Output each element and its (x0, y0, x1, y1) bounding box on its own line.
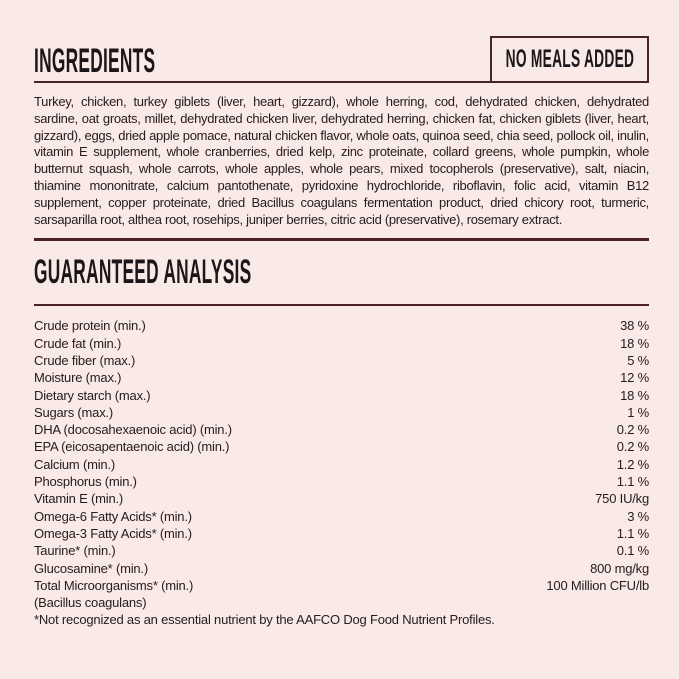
analysis-row: Glucosamine* (min.) 800 mg/kg (34, 560, 649, 577)
analysis-heading-divider (34, 304, 649, 307)
guaranteed-analysis-title: GUARANTEED ANALYSIS (34, 253, 252, 292)
nutrient-value: 0.2 % (616, 422, 649, 438)
nutrient-value: 1.1 % (616, 474, 649, 490)
analysis-row: Omega-3 Fatty Acids* (min.) 1.1 % (34, 525, 649, 542)
nutrient-label: Vitamin E (min.) (34, 491, 124, 507)
analysis-row: (Bacillus coagulans) (34, 594, 649, 611)
nutrient-label: (Bacillus coagulans) (34, 595, 147, 611)
nutrient-label: Total Microorganisms* (min.) (34, 577, 194, 593)
section-divider (34, 238, 649, 242)
nutrient-value: 1 % (627, 404, 649, 420)
nutrient-value: 18 % (620, 335, 649, 351)
nutrient-value: 3 % (627, 508, 649, 524)
nutrient-label: Sugars (max.) (34, 404, 114, 420)
analysis-row: Sugars (max.) 1 % (34, 404, 649, 421)
no-meals-added-badge: NO MEALS ADDED (490, 36, 649, 83)
nutrient-label: Crude fiber (max.) (34, 352, 136, 368)
analysis-row: Crude protein (min.) 38 % (34, 317, 649, 334)
nutrient-value: 18 % (620, 387, 649, 403)
analysis-row: Vitamin E (min.) 750 IU/kg (34, 490, 649, 507)
nutrient-value: 1.2 % (616, 456, 649, 472)
nutrient-label: Dietary starch (max.) (34, 387, 151, 403)
nutrient-value: 38 % (620, 318, 649, 334)
ingredients-header: INGREDIENTS NO MEALS ADDED (34, 34, 649, 83)
nutrient-value: 5 % (627, 352, 649, 368)
nutrient-label: Crude fat (min.) (34, 335, 122, 351)
nutrient-label: Omega-3 Fatty Acids* (min.) (34, 525, 192, 541)
nutrient-label: Glucosamine* (min.) (34, 560, 148, 576)
nutrient-value: 1.1 % (616, 525, 649, 541)
nutrient-label: EPA (eicosapentaenoic acid) (min.) (34, 439, 230, 455)
analysis-row: DHA (docosahexaenoic acid) (min.) 0.2 % (34, 421, 649, 438)
nutrient-value: 0.1 % (616, 543, 649, 559)
nutrient-label: DHA (docosahexaenoic acid) (min.) (34, 422, 232, 438)
analysis-row: Omega-6 Fatty Acids* (min.) 3 % (34, 508, 649, 525)
analysis-table: Crude protein (min.) 38 % Crude fat (min… (34, 317, 649, 611)
analysis-row: Crude fiber (max.) 5 % (34, 352, 649, 369)
analysis-row: Taurine* (min.) 0.1 % (34, 542, 649, 559)
nutrient-value: 100 Million CFU/lb (546, 577, 649, 593)
nutrient-value: 750 IU/kg (595, 491, 649, 507)
analysis-row: Dietary starch (max.) 18 % (34, 387, 649, 404)
no-meals-added-label: NO MEALS ADDED (505, 45, 634, 73)
nutrient-label: Omega-6 Fatty Acids* (min.) (34, 508, 192, 524)
analysis-row: Moisture (max.) 12 % (34, 369, 649, 386)
nutrient-label: Phosphorus (min.) (34, 474, 137, 490)
analysis-row: EPA (eicosapentaenoic acid) (min.) 0.2 % (34, 438, 649, 455)
ingredients-paragraph: Turkey, chicken, turkey giblets (liver, … (34, 94, 649, 227)
nutrient-label: Calcium (min.) (34, 456, 115, 472)
nutrient-value: 12 % (620, 370, 649, 386)
nutrient-label: Moisture (max.) (34, 370, 122, 386)
ingredients-title: INGREDIENTS (34, 42, 156, 80)
aafco-footnote: *Not recognized as an essential nutrient… (34, 612, 495, 628)
nutrient-label: Taurine* (min.) (34, 543, 116, 559)
analysis-row: Phosphorus (min.) 1.1 % (34, 473, 649, 490)
analysis-row: Calcium (min.) 1.2 % (34, 456, 649, 473)
nutrient-value: 0.2 % (616, 439, 649, 455)
analysis-row: Total Microorganisms* (min.) 100 Million… (34, 577, 649, 594)
analysis-row: Crude fat (min.) 18 % (34, 335, 649, 352)
nutrient-value: 800 mg/kg (590, 560, 649, 576)
nutrient-label: Crude protein (min.) (34, 318, 146, 334)
